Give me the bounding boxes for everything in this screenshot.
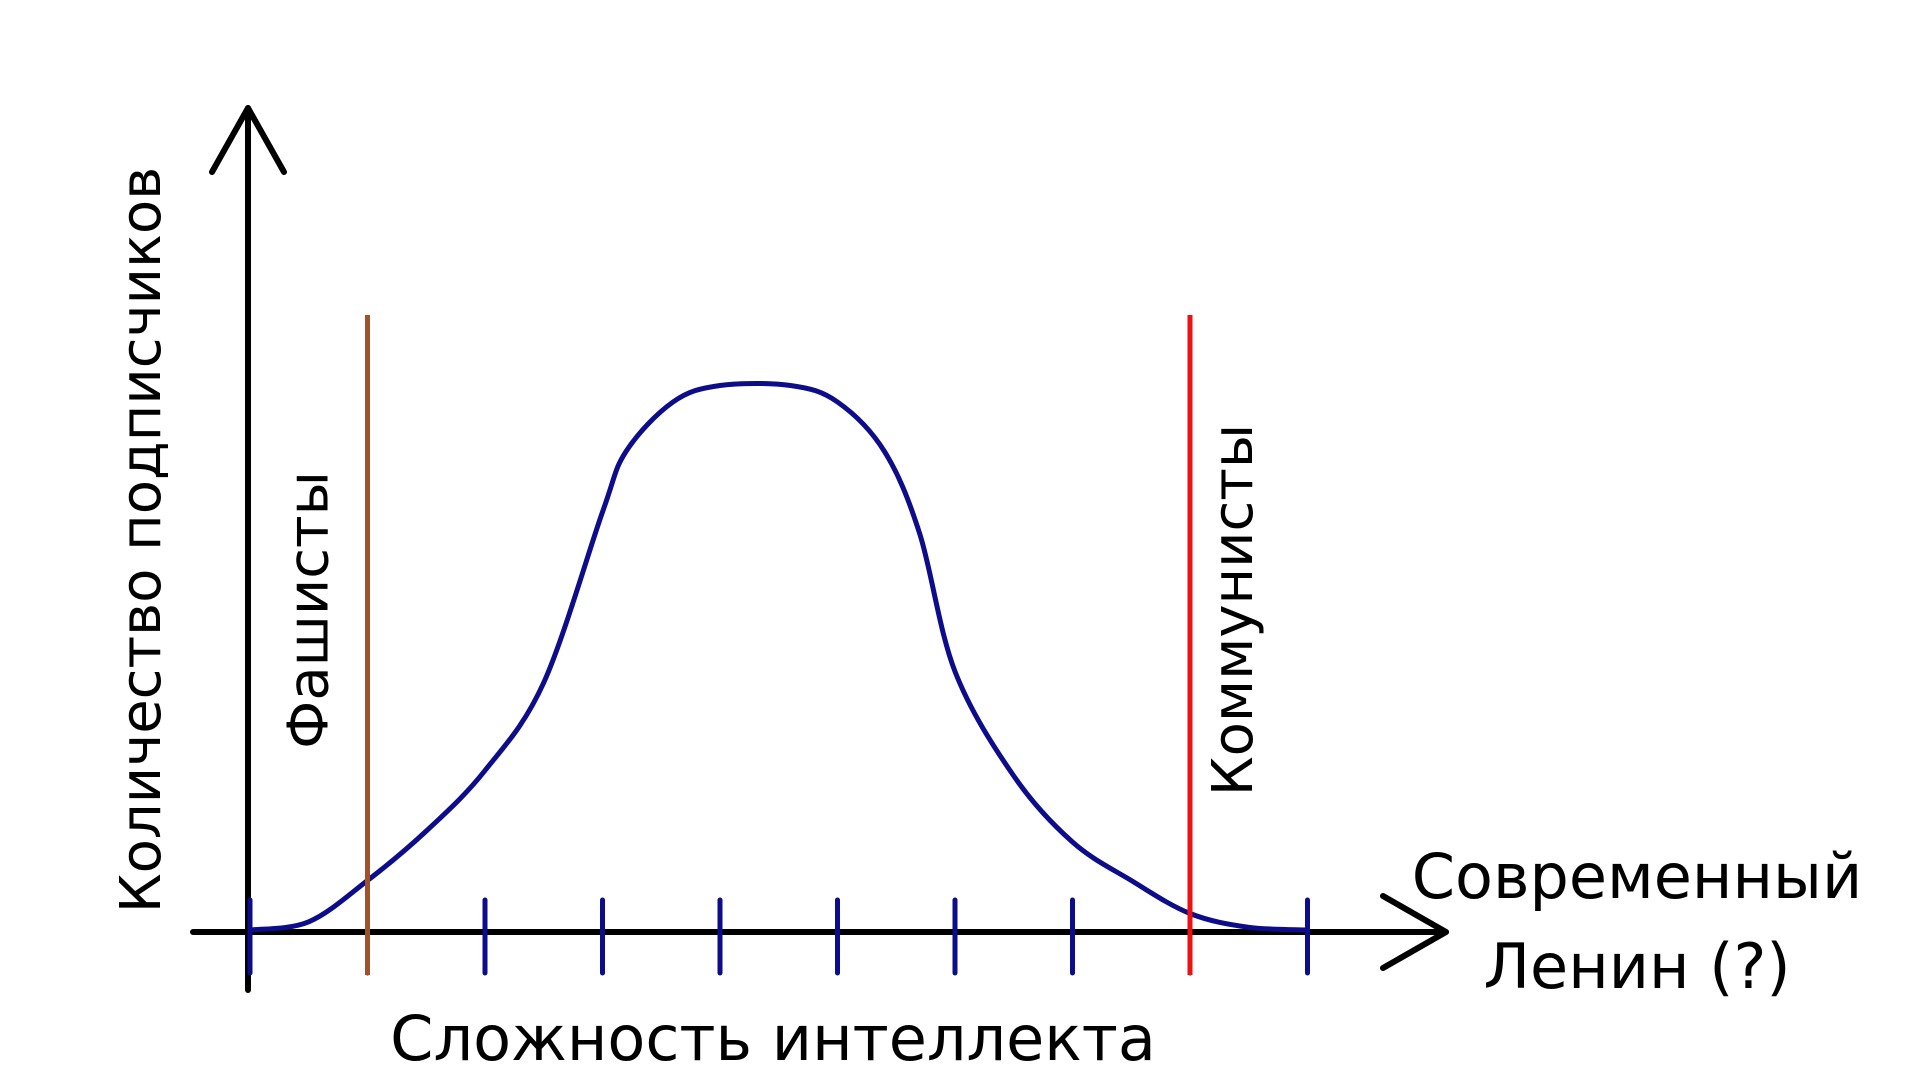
x-ticks <box>247 897 1310 976</box>
y-axis-arrowhead <box>209 105 287 175</box>
x-axis-label: Сложность интеллекта <box>390 1002 1156 1075</box>
marker-lines: Фашисты Коммунисты <box>277 315 1266 975</box>
y-axis-label: Количество подписчиков <box>109 167 174 913</box>
x-axis-arrowhead <box>1380 893 1449 971</box>
axes <box>190 105 1449 993</box>
distribution-curve <box>247 381 1310 933</box>
annotation-line-2: Ленин (?) <box>1483 930 1790 1003</box>
annotation-line-1: Современный <box>1412 840 1863 913</box>
marker-label-communists: Коммунисты <box>1201 424 1266 796</box>
marker-label-fascists: Фашисты <box>277 471 342 749</box>
